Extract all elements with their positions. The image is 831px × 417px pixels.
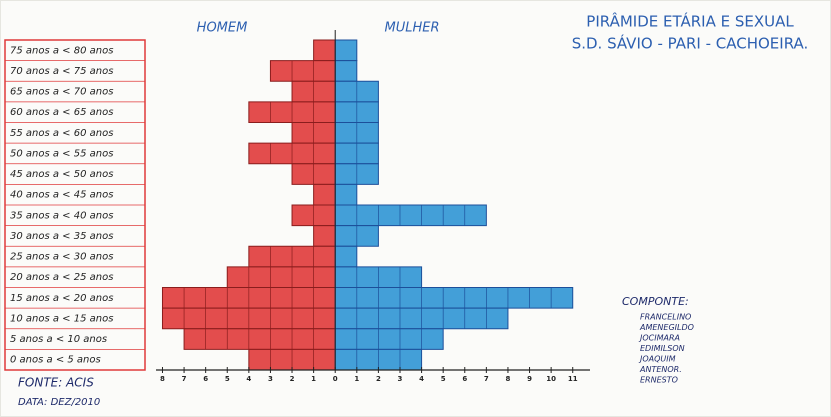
right-header: MULHER	[385, 21, 440, 36]
component-name: ERNESTO	[640, 376, 678, 385]
component-name: EDIMILSON	[640, 344, 685, 353]
y-tick-label: 60 anos a < 65 anos	[10, 107, 113, 118]
x-tick-label: 7	[484, 375, 489, 383]
x-tick-label: 6	[462, 375, 467, 383]
bar	[269, 60, 336, 82]
bar	[334, 39, 358, 62]
date: DATA: DEZ/2010	[18, 397, 100, 408]
component-name: JOAQUIM	[638, 355, 676, 364]
x-tick-label: 8	[160, 375, 165, 383]
x-tick-label: 7	[182, 375, 187, 383]
left-header: HOMEM	[197, 21, 248, 36]
bar	[313, 225, 336, 247]
chart-title: PIRÂMIDE ETÁRIA E SEXUAL	[586, 12, 794, 31]
y-tick-label: 15 anos a < 20 anos	[10, 293, 113, 304]
bar	[313, 39, 336, 62]
x-tick-label: 5	[225, 375, 230, 383]
x-tick-label: 5	[441, 375, 446, 383]
x-tick-label: 4	[419, 375, 424, 383]
bar	[334, 245, 358, 268]
bar	[226, 266, 336, 288]
x-tick-label: 8	[506, 375, 511, 383]
y-tick-label: 25 anos a < 30 anos	[10, 252, 113, 263]
x-tick-label: 3	[268, 375, 273, 383]
x-tick-label: 6	[203, 375, 208, 383]
x-tick-label: 3	[398, 375, 403, 383]
y-tick-label: 20 anos a < 25 anos	[10, 272, 113, 283]
y-tick-label: 5 anos a < 10 anos	[10, 334, 107, 345]
y-tick-label: 45 anos a < 50 anos	[10, 169, 113, 180]
component-name: JOCIMARA	[638, 334, 680, 343]
chart-subtitle: S.D. SÁVIO - PARI - CACHOEIRA.	[572, 34, 809, 53]
x-tick-label: 0	[333, 375, 338, 383]
x-tick-label: 1	[311, 375, 316, 383]
bar	[334, 204, 487, 227]
y-tick-label: 40 anos a < 45 anos	[10, 190, 113, 201]
y-tick-label: 55 anos a < 60 anos	[10, 128, 113, 139]
y-tick-label: 10 anos a < 15 anos	[10, 313, 113, 324]
source: FONTE: ACIS	[18, 376, 94, 390]
component-name: ANTENOR.	[639, 365, 682, 374]
y-tick-label: 0 anos a < 5 anos	[10, 355, 101, 366]
bar	[183, 328, 336, 350]
x-tick-label: 4	[246, 375, 251, 383]
bar	[334, 328, 444, 350]
bar	[334, 287, 574, 309]
bar	[334, 183, 358, 206]
y-tick-label: 65 anos a < 70 anos	[10, 87, 113, 98]
component-name: AMENEGILDO	[639, 323, 694, 332]
y-tick-label: 35 anos a < 40 anos	[10, 210, 113, 221]
y-tick-label: 30 anos a < 35 anos	[10, 231, 113, 242]
x-tick-label: 9	[527, 375, 532, 383]
x-tick-label: 2	[376, 375, 381, 383]
component-name: FRANCELINO	[640, 313, 691, 322]
y-tick-label: 50 anos a < 55 anos	[10, 148, 113, 159]
y-tick-label: 70 anos a < 75 anos	[10, 66, 113, 77]
bar	[334, 60, 358, 82]
x-tick-label: 10	[546, 375, 556, 383]
x-tick-label: 2	[290, 375, 295, 383]
x-tick-label: 1	[354, 375, 359, 383]
bar	[313, 183, 336, 206]
y-tick-label: 75 anos a < 80 anos	[10, 45, 113, 56]
x-tick-label: 11	[568, 375, 578, 383]
components-title: COMPONTE:	[622, 295, 689, 308]
